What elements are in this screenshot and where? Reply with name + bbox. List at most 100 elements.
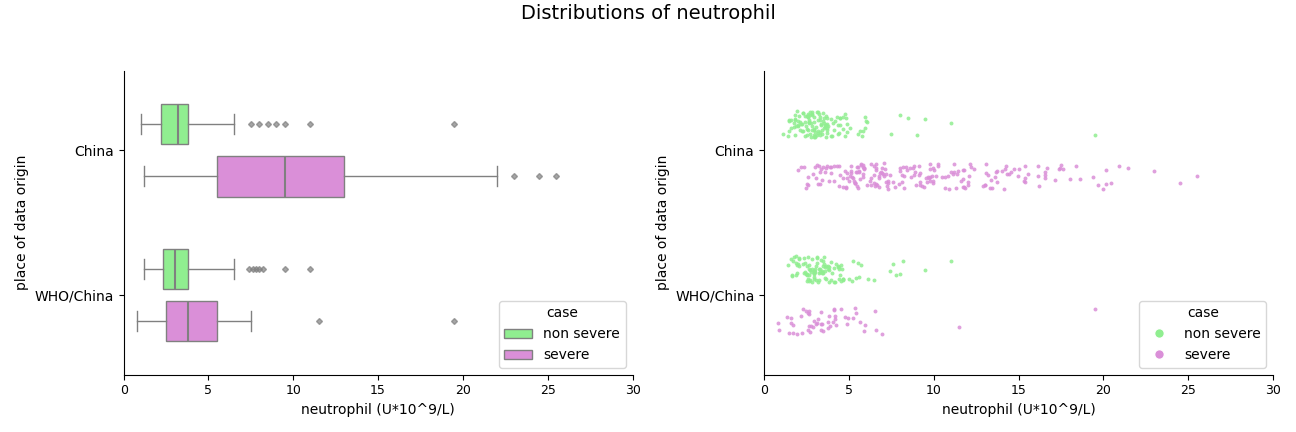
Point [820, 276, 841, 283]
Point [792, 128, 813, 135]
Point [885, 183, 906, 190]
Point [813, 263, 833, 270]
Point [870, 168, 890, 175]
Point [866, 160, 886, 167]
Point [892, 172, 912, 179]
Point [813, 109, 833, 116]
Point [792, 109, 813, 116]
Point [835, 167, 855, 174]
Point [896, 164, 916, 171]
Point [796, 125, 816, 132]
Point [853, 164, 874, 171]
Point [809, 266, 829, 273]
Point [814, 115, 835, 122]
Point [889, 164, 910, 171]
Point [810, 121, 831, 128]
Point [920, 160, 941, 167]
Point [975, 181, 995, 188]
Point [807, 315, 828, 322]
Point [997, 171, 1017, 178]
Point [797, 113, 818, 120]
Point [791, 120, 811, 127]
Point [1003, 165, 1024, 172]
Point [875, 166, 896, 173]
Point [848, 260, 868, 267]
Point [823, 319, 844, 326]
Point [826, 261, 846, 268]
Point [792, 260, 813, 267]
Point [769, 327, 789, 334]
Point [832, 175, 853, 182]
Point [853, 164, 874, 171]
Point [819, 266, 840, 273]
Point [813, 117, 833, 124]
Point [800, 329, 820, 336]
Point [842, 278, 863, 285]
Point [798, 262, 819, 269]
Point [804, 267, 824, 274]
Point [829, 271, 850, 278]
Point [807, 117, 828, 124]
Point [813, 327, 833, 334]
Point [832, 275, 853, 282]
Point [892, 178, 912, 185]
Point [814, 260, 835, 267]
Point [853, 328, 874, 335]
Point [848, 184, 868, 191]
Point [853, 170, 874, 177]
Point [1087, 181, 1108, 188]
Point [793, 164, 814, 171]
Point [796, 122, 816, 129]
Point [1093, 185, 1113, 192]
Point [976, 169, 997, 176]
Point [816, 121, 837, 128]
Point [914, 183, 934, 190]
Point [998, 170, 1019, 177]
Point [809, 110, 829, 117]
Point [806, 175, 827, 181]
Point [840, 173, 861, 180]
PathPatch shape [166, 301, 216, 341]
Point [794, 270, 815, 276]
Point [824, 307, 845, 314]
Point [826, 315, 846, 322]
Point [836, 120, 857, 127]
Point [807, 259, 828, 266]
Point [958, 178, 978, 185]
Point [811, 166, 832, 173]
Point [874, 160, 894, 167]
Point [889, 168, 910, 175]
Point [1117, 165, 1138, 172]
Point [800, 307, 820, 314]
Point [785, 253, 806, 260]
Point [778, 132, 798, 139]
Point [801, 269, 822, 276]
Point [806, 255, 827, 262]
Point [813, 163, 833, 170]
Point [833, 275, 854, 282]
Point [853, 165, 874, 172]
Point [824, 162, 845, 169]
Point [820, 170, 841, 177]
Point [780, 116, 801, 123]
Point [791, 330, 811, 337]
Point [844, 178, 864, 184]
Point [853, 174, 874, 181]
Point [959, 172, 980, 179]
Point [802, 112, 823, 119]
Point [854, 166, 875, 173]
Point [943, 161, 964, 168]
Point [800, 277, 820, 284]
Point [806, 254, 827, 261]
Point [828, 263, 849, 270]
Point [877, 180, 898, 187]
Point [1054, 165, 1074, 172]
Point [915, 115, 936, 122]
Point [818, 123, 839, 130]
Point [809, 270, 829, 277]
Point [911, 182, 932, 189]
Point [810, 265, 831, 272]
Point [905, 168, 925, 175]
Point [850, 127, 871, 134]
Point [844, 180, 864, 187]
